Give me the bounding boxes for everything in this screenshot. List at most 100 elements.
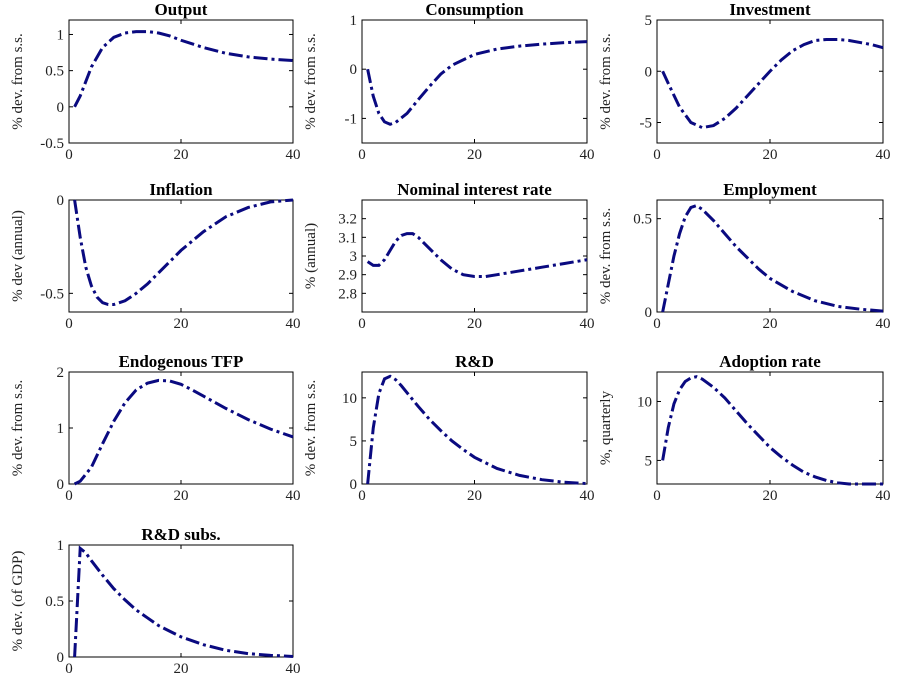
y-tick-label: 3 (350, 249, 358, 265)
axes-box (656, 19, 884, 144)
x-tick-label: 0 (653, 316, 661, 332)
y-tick-label: 2.9 (338, 268, 357, 284)
y-tick-label: 3.1 (338, 230, 357, 246)
panel-title: Consumption (425, 0, 524, 19)
x-tick-label: 20 (467, 488, 482, 504)
x-tick-label: 40 (876, 488, 891, 504)
y-tick-label: 10 (637, 394, 652, 410)
x-tick-label: 40 (286, 147, 301, 163)
series-line (73, 378, 294, 486)
y-axis-label: % (annual) (303, 223, 319, 289)
panel-8: R&D 0 20 40 0 5 10 % dev. from s.s. (303, 352, 595, 504)
x-tick-label: 20 (763, 147, 778, 163)
panel-7: Endogenous TFP 0 20 40 0 1 2 % dev. from s.s. (10, 352, 301, 504)
axes-box (68, 19, 294, 144)
x-tick-label: 0 (358, 488, 366, 504)
y-tick-label: 1 (57, 538, 65, 554)
x-tick-label: 40 (876, 147, 891, 163)
y-axis-label: % dev. from s.s. (10, 380, 26, 477)
y-axis-label: % dev. (of GDP) (10, 551, 26, 652)
y-tick-label: 2.8 (338, 286, 357, 302)
panel-title: Endogenous TFP (119, 352, 244, 371)
panel-title: Adoption rate (719, 352, 821, 371)
series-line (366, 40, 588, 126)
y-axis-label: %, quarterly (598, 390, 614, 465)
panel-title: Investment (729, 0, 811, 19)
y-tick-label: 0 (350, 62, 358, 78)
y-tick-label: 0 (57, 100, 65, 116)
panel-title: Output (155, 0, 208, 19)
y-tick-label: 0 (57, 650, 65, 666)
y-axis-label: % dev. from s.s. (303, 33, 319, 130)
x-tick-label: 20 (467, 147, 482, 163)
y-tick-label: 10 (342, 391, 357, 407)
y-tick-label: -1 (345, 111, 358, 127)
panel-title: R&D (455, 352, 494, 371)
axes-box (656, 199, 884, 313)
y-tick-label: 0.5 (45, 594, 64, 610)
y-axis-label: % dev. from s.s. (598, 208, 614, 305)
y-tick-label: 2 (57, 365, 65, 381)
series-line (73, 545, 294, 658)
axes-box (361, 199, 588, 313)
x-tick-label: 0 (653, 147, 661, 163)
y-tick-label: 5 (645, 13, 653, 29)
series-line (366, 232, 588, 279)
series-line (73, 198, 294, 307)
y-tick-label: 5 (350, 434, 358, 450)
y-tick-label: 0 (645, 64, 653, 80)
x-tick-label: 20 (174, 147, 189, 163)
x-tick-label: 20 (174, 316, 189, 332)
axes-box (656, 371, 884, 485)
axes-box (361, 371, 588, 485)
x-tick-label: 20 (763, 488, 778, 504)
y-tick-label: 1 (57, 421, 65, 437)
x-tick-label: 0 (65, 488, 73, 504)
axes-box (68, 544, 294, 658)
y-tick-label: 0 (350, 477, 358, 493)
panel-5: Nominal interest rate 0 20 40 2.8 2.9 3 3.1 3.2%… (303, 180, 595, 332)
series-line (73, 30, 294, 108)
y-axis-label: % dev. from s.s. (598, 33, 614, 130)
y-axis-label: % dev. from s.s. (10, 33, 26, 130)
panel-2: Consumption 0 20 40 -1 0 1 % dev. from s.s. (303, 0, 595, 163)
y-tick-label: 1 (350, 13, 358, 29)
y-tick-label: 0 (645, 305, 653, 321)
series-line (366, 374, 588, 486)
x-tick-label: 0 (65, 147, 73, 163)
series-line (661, 375, 883, 486)
panel-10: R&D subs. 0 20 40 0 0.5 1 % dev. (of GDP) (10, 525, 301, 677)
x-tick-label: 0 (358, 316, 366, 332)
axes-box (361, 19, 588, 144)
x-tick-label: 40 (286, 488, 301, 504)
axes-box (68, 199, 294, 313)
y-tick-label: -0.5 (40, 286, 64, 302)
y-tick-label: -0.5 (40, 136, 64, 152)
panel-title: Inflation (149, 180, 213, 199)
x-tick-label: 40 (286, 316, 301, 332)
y-axis-label: % dev. from s.s. (303, 380, 319, 477)
x-tick-label: 20 (763, 316, 778, 332)
y-axis-label: % dev (annual) (10, 210, 26, 302)
series-line (661, 203, 884, 313)
x-tick-label: 40 (580, 488, 595, 504)
x-tick-label: 20 (467, 316, 482, 332)
x-tick-label: 0 (358, 147, 366, 163)
y-tick-label: 1 (57, 27, 65, 43)
y-tick-label: 0 (57, 477, 65, 493)
x-tick-label: 40 (286, 661, 301, 677)
axes-box (68, 371, 294, 485)
y-tick-label: 0 (57, 193, 65, 209)
x-tick-label: 0 (65, 661, 73, 677)
x-tick-label: 20 (174, 488, 189, 504)
x-tick-label: 0 (653, 488, 661, 504)
x-tick-label: 40 (580, 147, 595, 163)
x-tick-label: 20 (174, 661, 189, 677)
panel-9: Adoption rate 0 20 40 5 10 %, quarterly (598, 352, 891, 504)
x-tick-label: 0 (65, 316, 73, 332)
panel-title: R&D subs. (141, 525, 220, 544)
